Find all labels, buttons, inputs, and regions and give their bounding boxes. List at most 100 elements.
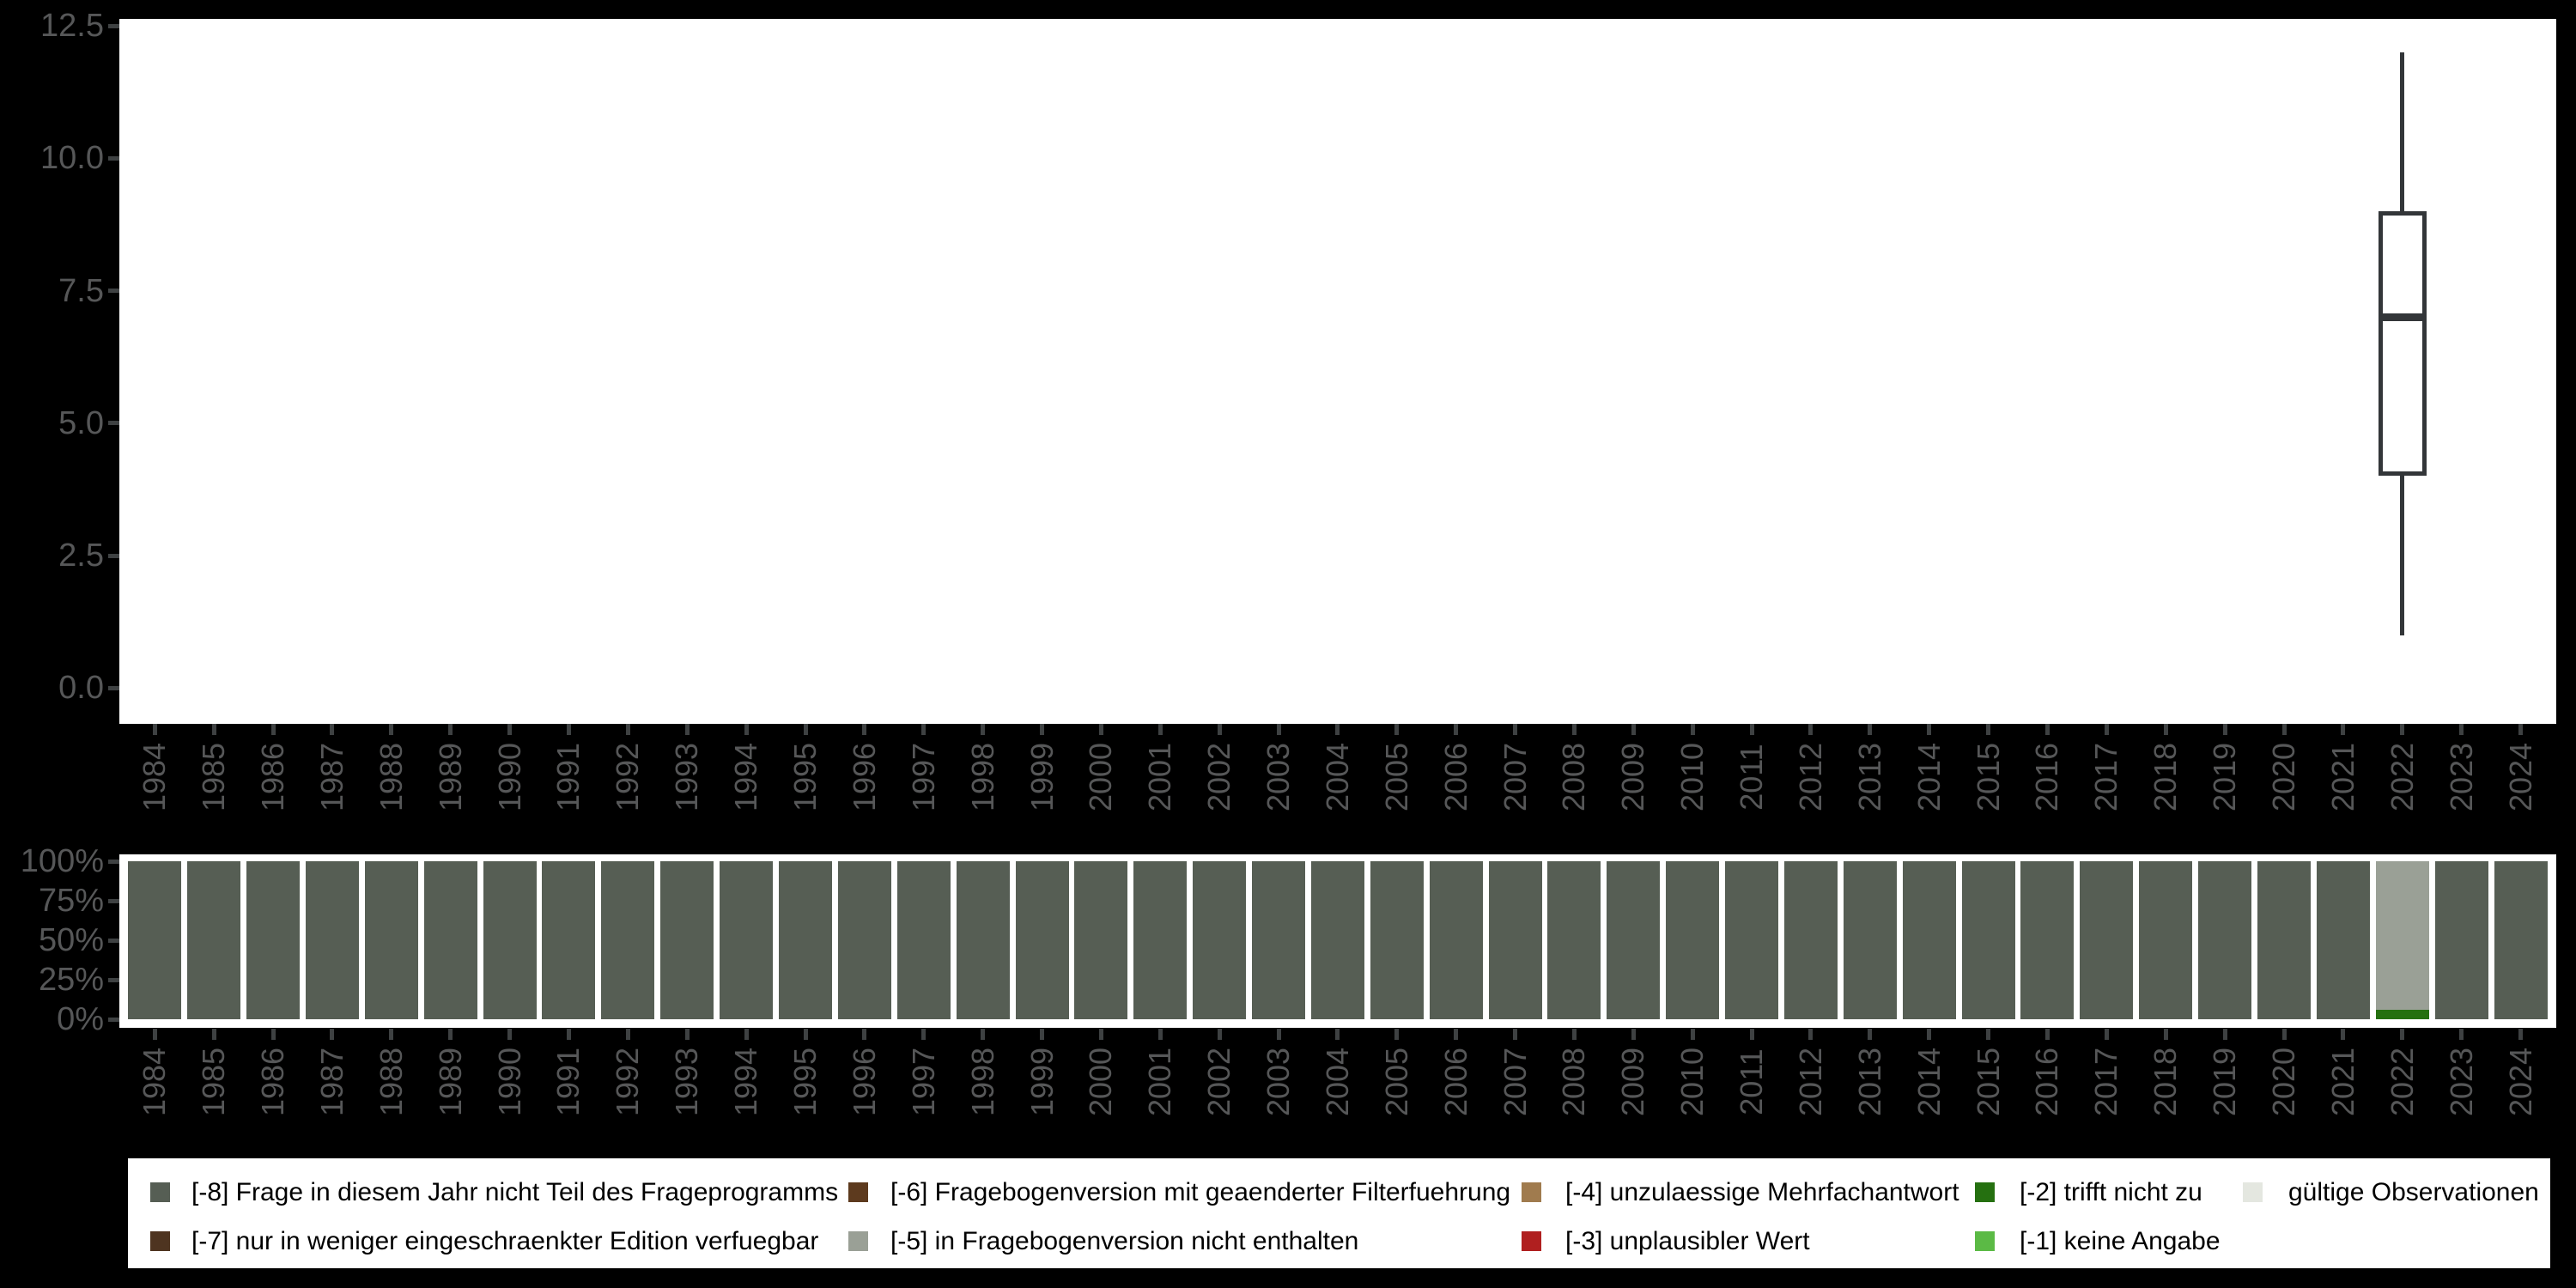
y-axis-tick bbox=[108, 685, 119, 690]
bar-segment bbox=[1488, 861, 1542, 1019]
year-axis-tick-top bbox=[684, 724, 690, 735]
year-label-bottom: 1989 bbox=[432, 1047, 468, 1117]
bar-segment bbox=[896, 861, 951, 1019]
bar-1998 bbox=[956, 861, 1010, 1019]
year-label-bottom: 1990 bbox=[491, 1047, 527, 1117]
bar-1997 bbox=[896, 861, 951, 1019]
year-axis-tick-top bbox=[566, 724, 571, 735]
bar-segment bbox=[128, 861, 182, 1019]
year-label-bottom: 2004 bbox=[1319, 1047, 1355, 1117]
year-axis-tick-bottom bbox=[1690, 1029, 1695, 1040]
year-axis-tick-top bbox=[1690, 724, 1695, 735]
year-label-bottom: 2023 bbox=[2443, 1047, 2479, 1117]
year-axis-tick-top bbox=[625, 724, 630, 735]
bar-segment bbox=[1429, 861, 1483, 1019]
bar-segment bbox=[1370, 861, 1424, 1019]
boxplot-median-line bbox=[2378, 313, 2427, 321]
year-label-top: 1986 bbox=[255, 742, 291, 812]
year-label-bottom: 2021 bbox=[2324, 1047, 2360, 1117]
year-label-top: 2001 bbox=[1142, 742, 1178, 812]
y-axis-tick bbox=[108, 553, 119, 558]
year-label-top: 2018 bbox=[2148, 742, 2184, 812]
year-axis-tick-bottom bbox=[1808, 1029, 1814, 1040]
year-axis-tick-top bbox=[270, 724, 276, 735]
year-label-top: 2000 bbox=[1083, 742, 1119, 812]
year-label-top: 2005 bbox=[1378, 742, 1414, 812]
year-axis-tick-top bbox=[1157, 724, 1163, 735]
bar-segment bbox=[1843, 861, 1897, 1019]
bar-segment bbox=[2198, 861, 2252, 1019]
year-axis-tick-top bbox=[921, 724, 927, 735]
year-label-bottom: 2016 bbox=[2029, 1047, 2065, 1117]
year-axis-tick-bottom bbox=[684, 1029, 690, 1040]
year-label-top: 1987 bbox=[313, 742, 349, 812]
bar-segment bbox=[2375, 1009, 2429, 1019]
legend-label: [-3] unplausibler Wert bbox=[1565, 1226, 1810, 1255]
bar-2005 bbox=[1370, 861, 1424, 1019]
y-tick-label: 10.0 bbox=[40, 140, 104, 177]
year-label-top: 1985 bbox=[196, 742, 232, 812]
year-axis-tick-top bbox=[2222, 724, 2227, 735]
year-label-top: 2024 bbox=[2502, 742, 2538, 812]
bar-segment bbox=[364, 861, 418, 1019]
year-label-bottom: 2015 bbox=[1970, 1047, 2006, 1117]
percent-axis-tick bbox=[108, 1017, 119, 1022]
percent-axis-tick bbox=[108, 938, 119, 943]
year-axis-tick-bottom bbox=[744, 1029, 749, 1040]
bar-1996 bbox=[837, 861, 891, 1019]
year-axis-tick-top bbox=[389, 724, 394, 735]
legend-swatch bbox=[848, 1231, 868, 1251]
bar-segment bbox=[837, 861, 891, 1019]
year-axis-tick-top bbox=[1217, 724, 1222, 735]
year-axis-tick-top bbox=[507, 724, 513, 735]
percent-axis-tick bbox=[108, 977, 119, 982]
bar-2020 bbox=[2257, 861, 2311, 1019]
y-tick-label: 12.5 bbox=[40, 8, 104, 45]
year-axis-tick-bottom bbox=[1335, 1029, 1340, 1040]
legend-swatch bbox=[1975, 1182, 1995, 1202]
year-label-bottom: 1985 bbox=[196, 1047, 232, 1117]
bar-2012 bbox=[1783, 861, 1838, 1019]
year-axis-tick-bottom bbox=[921, 1029, 927, 1040]
year-label-top: 2004 bbox=[1319, 742, 1355, 812]
year-axis-tick-top bbox=[803, 724, 808, 735]
year-label-bottom: 1988 bbox=[373, 1047, 409, 1117]
year-label-bottom: 2017 bbox=[2088, 1047, 2124, 1117]
legend-label: [-1] keine Angabe bbox=[2020, 1226, 2221, 1255]
year-label-top: 2009 bbox=[1615, 742, 1651, 812]
year-label-top: 2014 bbox=[1911, 742, 1947, 812]
year-label-bottom: 2005 bbox=[1378, 1047, 1414, 1117]
year-axis-tick-bottom bbox=[566, 1029, 571, 1040]
year-label-top: 1984 bbox=[137, 742, 173, 812]
year-axis-tick-top bbox=[152, 724, 157, 735]
year-label-top: 1993 bbox=[669, 742, 705, 812]
year-label-bottom: 2001 bbox=[1142, 1047, 1178, 1117]
bar-segment bbox=[1607, 861, 1661, 1019]
year-label-bottom: 2008 bbox=[1556, 1047, 1592, 1117]
year-label-bottom: 2022 bbox=[2384, 1047, 2420, 1117]
year-label-top: 2016 bbox=[2029, 742, 2065, 812]
year-axis-tick-bottom bbox=[448, 1029, 453, 1040]
bar-1994 bbox=[720, 861, 774, 1019]
year-label-top: 2012 bbox=[1792, 742, 1828, 812]
bar-segment bbox=[1666, 861, 1720, 1019]
year-axis-tick-top bbox=[1868, 724, 1873, 735]
year-axis-tick-bottom bbox=[2044, 1029, 2050, 1040]
year-label-bottom: 2011 bbox=[1734, 1048, 1770, 1115]
bar-1992 bbox=[601, 861, 655, 1019]
bar-segment bbox=[2257, 861, 2311, 1019]
year-axis-tick-top bbox=[2459, 724, 2464, 735]
year-axis-tick-bottom bbox=[152, 1029, 157, 1040]
year-axis-tick-top bbox=[1513, 724, 1518, 735]
bar-segment bbox=[2080, 861, 2134, 1019]
percent-tick-label: 100% bbox=[20, 843, 104, 879]
year-axis-tick-bottom bbox=[1868, 1029, 1873, 1040]
y-axis-tick bbox=[108, 289, 119, 294]
year-label-bottom: 2007 bbox=[1497, 1047, 1533, 1117]
year-label-top: 2013 bbox=[1851, 742, 1887, 812]
year-label-top: 1994 bbox=[728, 742, 764, 812]
year-axis-tick-top bbox=[2518, 724, 2524, 735]
year-label-bottom: 2013 bbox=[1851, 1047, 1887, 1117]
legend-label: [-8] Frage in diesem Jahr nicht Teil des… bbox=[191, 1177, 839, 1206]
year-label-top: 2017 bbox=[2088, 742, 2124, 812]
